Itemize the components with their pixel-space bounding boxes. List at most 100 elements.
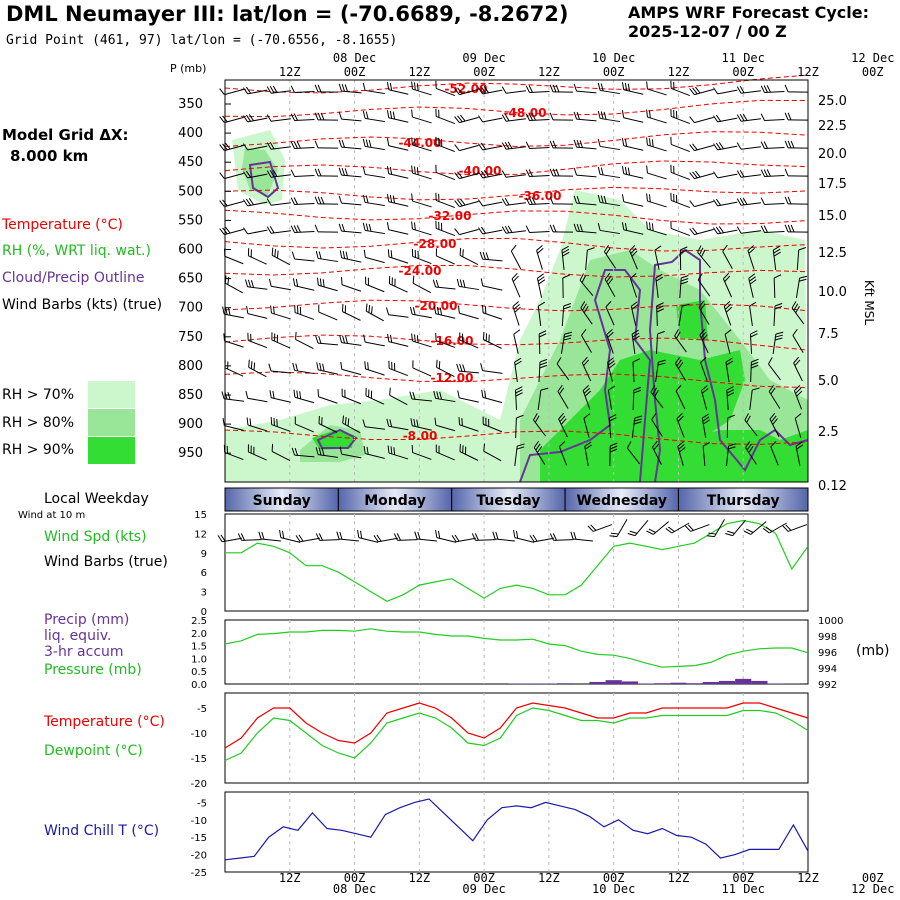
cross-section-wind-barb [514, 386, 523, 411]
cross-section-wind-barb [562, 274, 570, 299]
cross-section-wind-barb [773, 302, 783, 327]
cross-section-wind-barb [454, 87, 479, 96]
cross-section-wind-barb [459, 332, 479, 349]
cross-section-wind-barb [670, 192, 691, 209]
cross-section-wind-barb [242, 86, 268, 95]
height-tick-label: 12.5 [818, 246, 847, 261]
cross-section-wind-barb [556, 357, 570, 381]
surface-wind-barb [587, 524, 613, 532]
bottom-hour-label: 00Z [473, 871, 495, 885]
cross-section-wind-barb [677, 441, 686, 466]
cross-section-wind-barb [597, 166, 620, 179]
isotherm-line [224, 99, 809, 118]
cross-section-wind-barb [483, 443, 502, 462]
windchill-tick-label: -10 [191, 816, 207, 827]
cross-section-wind-barb [246, 417, 268, 432]
cross-section-wind-barb [435, 136, 456, 153]
cross-section-wind-barb [340, 361, 362, 376]
cross-section-wind-barb [477, 199, 503, 207]
cross-section-wind-barb [536, 245, 544, 270]
precip-bar [702, 681, 719, 684]
cross-section-wind-barb [736, 142, 761, 150]
cross-section-wind-barb [271, 332, 291, 349]
windchill-tick-label: -25 [191, 868, 207, 879]
cross-section-wind-barb [268, 278, 291, 291]
cross-section-wind-barb [341, 388, 361, 405]
cross-section-wind-barb [365, 303, 384, 322]
cross-section-wind-barb [458, 417, 479, 432]
height-tick-label: 10.0 [818, 285, 847, 300]
cross-section-wind-barb [266, 198, 291, 206]
precip-bar [540, 683, 557, 684]
precip-bar [589, 681, 606, 684]
cross-section-wind-barb [626, 441, 641, 465]
cross-section-wind-barb [549, 84, 574, 93]
cross-section-wind-barb [435, 80, 456, 97]
cross-section-wind-barb [537, 301, 546, 326]
cross-section-wind-barb [457, 390, 479, 403]
cross-section-wind-barb [670, 108, 691, 125]
cross-section-wind-barb [293, 389, 315, 404]
cross-section-wind-barb [477, 226, 503, 235]
rh70-label: RH > 70% [2, 387, 75, 403]
cross-section-wind-barb [314, 140, 339, 149]
top-hour-label: 12Z [797, 65, 819, 79]
isotherm-label: -32.00 [429, 209, 472, 223]
wind-speed-panel-frame [224, 513, 809, 612]
cross-section-wind-barb [314, 224, 339, 233]
cross-section-wind-barb [712, 171, 738, 179]
bottom-date-label: 12 Dec [851, 882, 894, 896]
cross-section-wind-barb [581, 328, 592, 353]
cross-section-wind-barb [339, 335, 362, 346]
wind-speed-tick-label: 0 [201, 607, 207, 618]
cross-section-wind-barb [573, 167, 597, 178]
cross-section-wind-barb [749, 301, 757, 326]
top-date-label: 12 Dec [851, 51, 894, 65]
isotherm-line [224, 299, 809, 312]
cross-section-wind-barb [573, 223, 597, 234]
cross-section-wind-barb [477, 142, 503, 151]
top-hour-label: 00Z [603, 65, 625, 79]
cross-section-wind-barb [736, 170, 761, 178]
cross-section-wind-barb [242, 198, 268, 207]
surface-wind-barb [529, 534, 554, 543]
cross-section-wind-barb [773, 274, 782, 299]
cross-section-wind-barb [362, 222, 385, 235]
height-tick-label: 17.5 [818, 177, 847, 192]
pressure-tick-label-right: 996 [818, 648, 837, 659]
windchill-tick-label: -5 [197, 798, 207, 809]
cross-section-wind-barb [290, 113, 315, 122]
pressure-tick-label: 350 [178, 97, 203, 112]
surface-wind-barb [762, 522, 787, 534]
cross-section-wind-barb [794, 413, 802, 438]
cross-section-wind-barb [247, 444, 267, 461]
cloud-outline-right-a [519, 269, 652, 483]
wind-barbs-legend: Wind Barbs (kts) (true) [2, 297, 163, 313]
cross-section-wind-barb [456, 363, 480, 374]
cross-section-wind-barb [266, 142, 291, 150]
top-hour-label: 12Z [408, 65, 430, 79]
cross-section-wind-barb [317, 389, 338, 404]
cross-section-wind-barb [480, 278, 503, 291]
isotherm-label: -28.00 [414, 237, 457, 251]
cross-section-wind-barb [248, 359, 267, 378]
cross-section-wind-barb [621, 110, 644, 123]
cross-section-wind-barb [435, 108, 456, 125]
cross-section-wind-barb [435, 220, 456, 237]
wind-speed-tick-label: 12 [194, 529, 207, 540]
cross-section-wind-barb [689, 86, 714, 96]
bottom-hour-label: 00Z [603, 871, 625, 885]
cross-section-wind-barb [621, 166, 644, 179]
windchill-tick-label: -15 [191, 833, 207, 844]
cross-section-wind-barb [525, 85, 550, 94]
cross-section-wind-barb [608, 414, 617, 439]
cross-section-wind-barb [512, 301, 521, 326]
wind-barbs-true-label: Wind Barbs (true) [44, 554, 168, 570]
top-hour-label: 12Z [538, 65, 560, 79]
cross-section-wind-barb [387, 249, 409, 264]
wind-speed-tick-label: 15 [194, 510, 207, 521]
cross-section-wind-barb [514, 357, 522, 382]
cross-section-wind-barb [477, 86, 503, 95]
cross-section-wind-barb [646, 221, 667, 236]
surface-wind-barb [315, 533, 340, 541]
